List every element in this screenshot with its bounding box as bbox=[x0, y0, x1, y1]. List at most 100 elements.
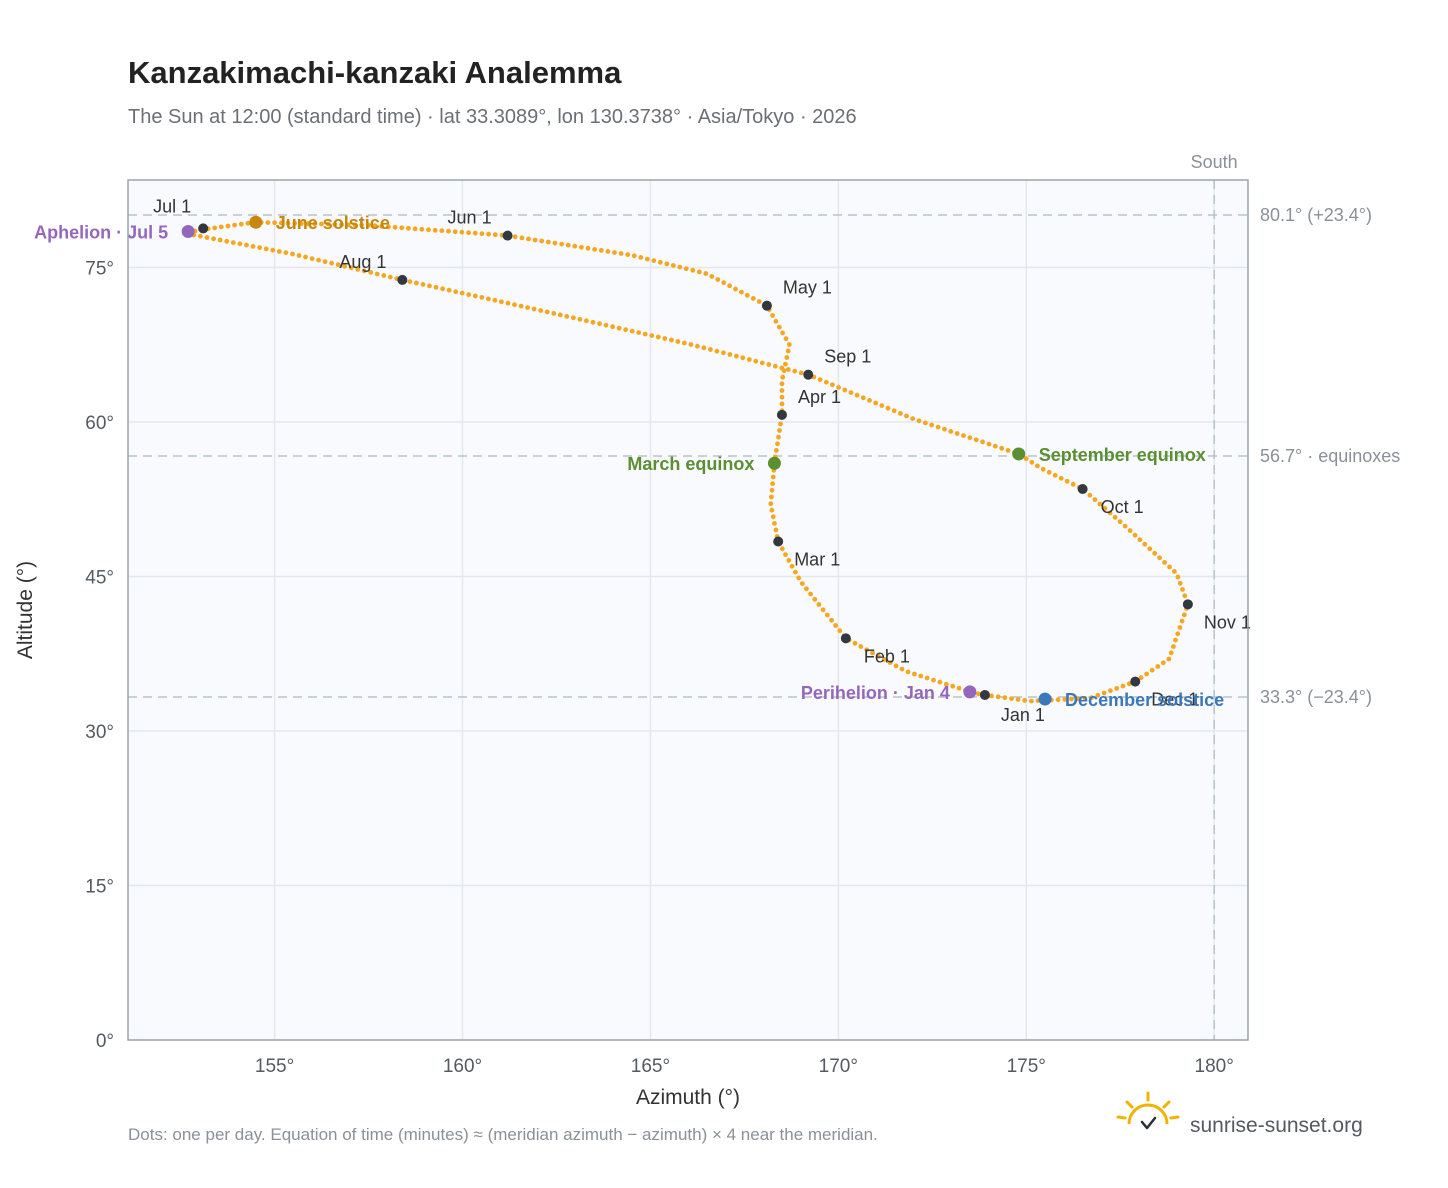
daily-dot bbox=[352, 222, 358, 228]
daily-dot bbox=[332, 222, 338, 227]
daily-dot bbox=[319, 221, 324, 227]
daily-dot bbox=[386, 224, 391, 230]
daily-dot bbox=[366, 222, 371, 228]
daily-dot bbox=[879, 403, 885, 408]
daily-dot bbox=[565, 242, 571, 248]
daily-dot bbox=[992, 443, 998, 449]
daily-dot bbox=[459, 229, 465, 235]
daily-dot bbox=[779, 546, 785, 552]
daily-dot bbox=[904, 413, 909, 419]
meridian-label: South bbox=[1191, 152, 1238, 172]
daily-dot bbox=[1168, 650, 1174, 656]
daily-dot bbox=[244, 242, 249, 248]
daily-dot bbox=[325, 221, 331, 227]
event-marker bbox=[963, 685, 977, 699]
daily-dot bbox=[309, 256, 315, 261]
daily-dot bbox=[368, 270, 374, 275]
daily-dot bbox=[783, 336, 789, 342]
daily-dot bbox=[472, 293, 478, 299]
daily-dot bbox=[820, 607, 826, 613]
daily-dot bbox=[1002, 695, 1008, 701]
y-tick-label: 60° bbox=[85, 413, 114, 434]
daily-dot bbox=[675, 339, 681, 344]
daily-dot bbox=[505, 300, 511, 306]
daily-dot bbox=[783, 552, 788, 557]
month-label: Aug 1 bbox=[339, 252, 386, 272]
daily-dot bbox=[1180, 587, 1185, 592]
daily-dot bbox=[779, 381, 785, 387]
x-tick-label: 155° bbox=[255, 1056, 294, 1077]
daily-dot bbox=[427, 283, 432, 289]
daily-dot bbox=[796, 575, 802, 581]
month-point bbox=[1182, 599, 1193, 610]
daily-dot bbox=[1147, 546, 1153, 552]
daily-dot bbox=[1157, 555, 1162, 561]
daily-dot bbox=[446, 228, 451, 234]
x-tick-label: 165° bbox=[631, 1056, 670, 1077]
daily-dot bbox=[335, 262, 341, 268]
reference-line-label: 80.1° (+23.4°) bbox=[1260, 205, 1372, 225]
daily-dot bbox=[727, 352, 733, 357]
daily-dot bbox=[854, 392, 860, 398]
daily-dot bbox=[786, 558, 792, 563]
daily-dot bbox=[218, 224, 224, 230]
daily-dot bbox=[793, 569, 798, 575]
daily-dot bbox=[355, 267, 361, 272]
daily-dot bbox=[683, 266, 689, 272]
daily-dot bbox=[446, 287, 452, 293]
daily-dot bbox=[1166, 656, 1172, 662]
daily-dot bbox=[322, 259, 328, 265]
daily-dot bbox=[1029, 459, 1035, 465]
daily-dot bbox=[709, 274, 715, 279]
daily-dot bbox=[836, 385, 841, 390]
daily-dot bbox=[670, 263, 676, 268]
daily-dot bbox=[642, 331, 648, 337]
month-point bbox=[776, 409, 787, 420]
daily-dot bbox=[721, 350, 726, 356]
daily-dot bbox=[198, 233, 203, 239]
event-label: December solstice bbox=[1065, 690, 1224, 710]
daily-dot bbox=[779, 388, 785, 393]
daily-dot bbox=[372, 223, 378, 229]
daily-dot bbox=[780, 374, 786, 380]
daily-dot bbox=[967, 435, 973, 441]
daily-dot bbox=[744, 292, 750, 298]
event-marker bbox=[767, 456, 781, 470]
daily-dot bbox=[452, 229, 458, 235]
daily-dot bbox=[750, 296, 756, 301]
daily-dot bbox=[785, 367, 791, 372]
daily-dot bbox=[348, 265, 354, 271]
daily-dot bbox=[774, 448, 779, 453]
daily-dot bbox=[923, 420, 928, 426]
daily-dot bbox=[453, 289, 459, 295]
daily-dot bbox=[783, 361, 788, 367]
daily-dot bbox=[931, 677, 936, 683]
daily-dot bbox=[374, 271, 380, 277]
month-label: Feb 1 bbox=[864, 646, 910, 666]
daily-dot bbox=[657, 259, 663, 265]
month-point bbox=[773, 536, 784, 547]
daily-dot bbox=[459, 290, 465, 296]
daily-dot bbox=[257, 245, 262, 251]
daily-dot bbox=[924, 675, 930, 681]
daily-dot bbox=[973, 437, 979, 443]
daily-dot bbox=[1182, 593, 1188, 599]
daily-dot bbox=[714, 348, 720, 354]
daily-dot bbox=[887, 660, 893, 665]
daily-dot bbox=[1089, 695, 1094, 700]
daily-dot bbox=[929, 422, 935, 428]
daily-dot bbox=[688, 342, 694, 347]
daily-dot bbox=[361, 268, 367, 274]
daily-dot bbox=[312, 221, 318, 227]
daily-dot bbox=[721, 280, 727, 286]
x-tick-label: 175° bbox=[1007, 1056, 1046, 1077]
daily-dot bbox=[265, 220, 271, 226]
plot-area bbox=[128, 180, 1248, 1040]
daily-dot bbox=[848, 390, 854, 395]
daily-dot bbox=[486, 296, 491, 302]
daily-dot bbox=[1058, 475, 1064, 481]
daily-dot bbox=[669, 337, 674, 343]
daily-dot bbox=[597, 321, 602, 327]
daily-dot bbox=[571, 315, 576, 321]
daily-dot bbox=[466, 292, 472, 297]
